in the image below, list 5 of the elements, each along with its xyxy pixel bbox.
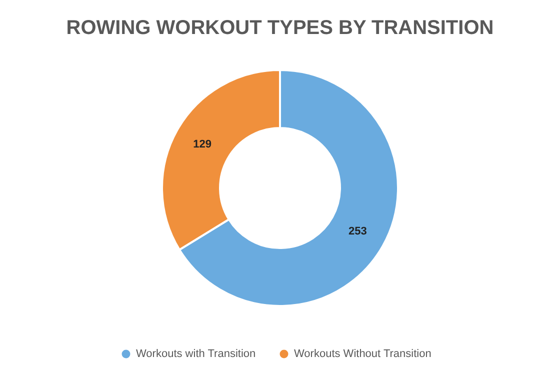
legend-label: Workouts with Transition <box>136 348 256 360</box>
data-label: 253 <box>348 225 367 238</box>
data-label: 129 <box>193 138 212 151</box>
chart-title: ROWING WORKOUT TYPES BY TRANSITION <box>66 17 494 39</box>
legend-label: Workouts Without Transition <box>294 348 432 360</box>
